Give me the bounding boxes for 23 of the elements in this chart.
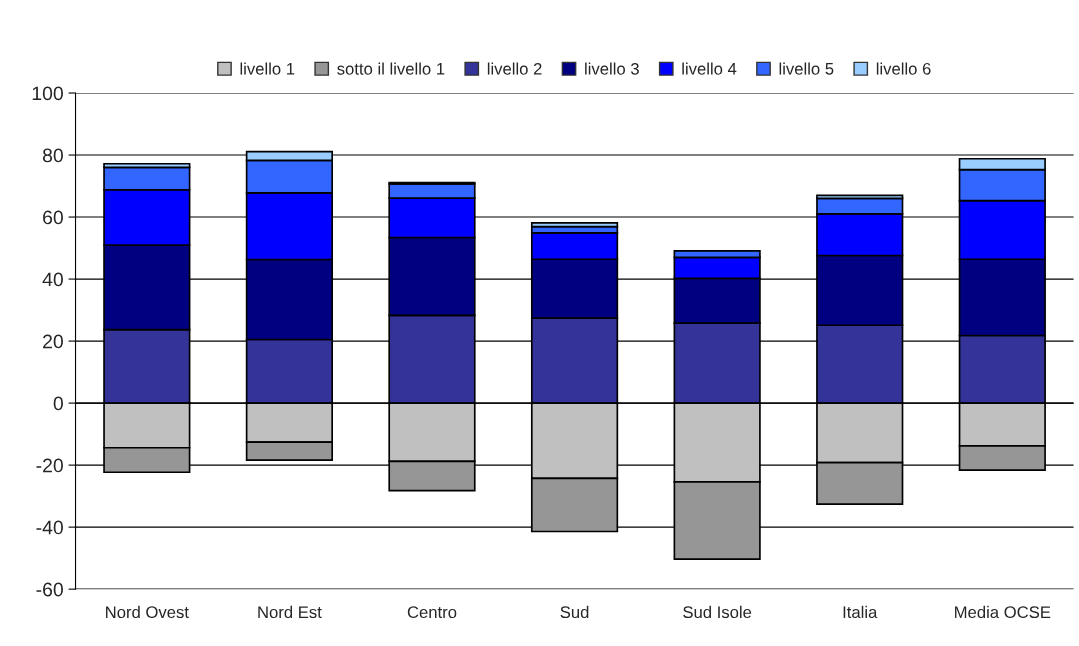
legend-label: livello 6: [876, 62, 931, 75]
x-tick-label: Italia: [843, 605, 878, 619]
y-tick-label: 20: [43, 334, 63, 349]
y-tick-label: 40: [42, 272, 63, 287]
legend-label: livello 5: [779, 62, 834, 75]
x-tick-label: Nord Ovest: [106, 605, 189, 619]
y-tick-label: -60: [36, 582, 63, 597]
x-tick-label: Media OCSE: [955, 605, 1051, 619]
y-tick-label: 100: [32, 86, 63, 101]
legend-label: livello 4: [682, 62, 737, 75]
y-tick-label: 80: [42, 148, 63, 163]
y-tick-label: -20: [36, 458, 63, 473]
y-tick-label: -40: [36, 520, 63, 535]
x-tick-label: Nord Est: [258, 605, 322, 619]
legend-label: livello 3: [585, 62, 639, 75]
y-tick-label: 60: [43, 210, 63, 225]
x-tick-label: Sud Isole: [683, 605, 752, 619]
x-tick-label: Centro: [407, 606, 457, 619]
legend-label: sotto il livello 1: [337, 62, 445, 75]
legend-label: livello 1: [240, 62, 295, 75]
y-tick-label: 0: [53, 396, 63, 411]
x-tick-label: Sud: [560, 605, 589, 619]
legend-label: livello 2: [487, 62, 542, 75]
